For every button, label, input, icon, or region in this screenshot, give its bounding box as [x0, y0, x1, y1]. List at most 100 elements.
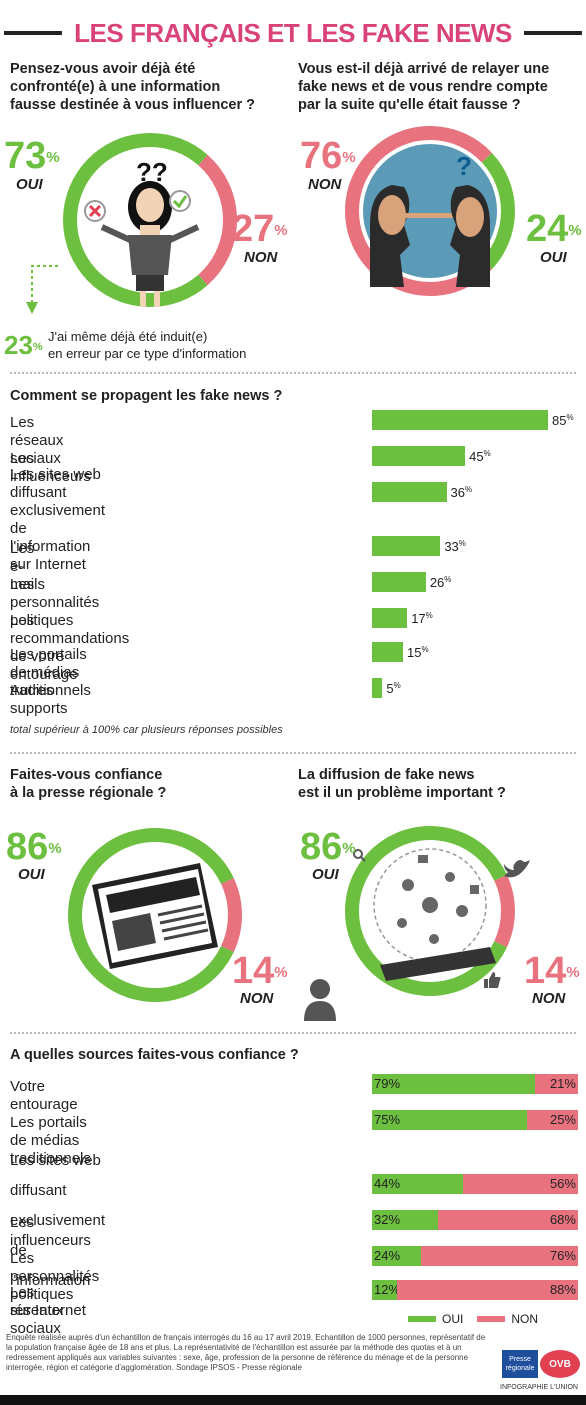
- bar-oui-segment: 24%: [372, 1246, 422, 1266]
- stacked-bar: 12% 88%: [372, 1280, 578, 1300]
- bar: [372, 410, 548, 430]
- q2-question-line: par la suite qu'elle était fausse ?: [298, 97, 521, 113]
- q2-question-line: fake news et de vous rendre compte: [298, 79, 548, 95]
- bar-oui-value: 44%: [374, 1176, 401, 1191]
- bar-value: 26%: [429, 575, 452, 590]
- svg-text:?: ?: [456, 151, 472, 181]
- q2-oui-label: OUI: [540, 249, 567, 266]
- q1-question: Pensez-vous avoir déjà été confronté(e) …: [10, 60, 290, 114]
- q1-non-pct: 27%: [232, 210, 288, 248]
- bar-non-segment: 21%: [534, 1074, 578, 1094]
- bar-oui-segment: 44%: [372, 1174, 463, 1194]
- q1-sub-value: 23: [4, 330, 33, 360]
- bar-oui-value: 24%: [374, 1248, 401, 1263]
- bar-value: 45%: [469, 449, 491, 464]
- stacked-bar: 75% 25%: [372, 1110, 578, 1130]
- trust-label-line: Les portails de médias traditionnels: [10, 1114, 91, 1167]
- bar-label-line: Les personnalités politiques: [10, 576, 100, 629]
- bar: [372, 536, 441, 556]
- bar-non-value: 88%: [549, 1282, 576, 1297]
- trust-label: Votre entourage: [10, 1078, 78, 1114]
- percent-sign: %: [566, 964, 580, 981]
- q2-question: Vous est-il déjà arrivé de relayer une f…: [298, 60, 586, 114]
- legend: OUI NON: [408, 1312, 538, 1326]
- trust-label: Les influenceurs: [10, 1214, 91, 1250]
- arrow-icon: [26, 265, 58, 314]
- donut-non-arc: [198, 154, 237, 286]
- q2-non-value: 76: [300, 135, 343, 177]
- percent-sign: %: [32, 341, 43, 353]
- q2-question-line: Vous est-il déjà arrivé de relayer une: [298, 61, 550, 77]
- q4-donut-ring: [345, 826, 515, 996]
- q2-donut-ring: [345, 126, 515, 296]
- newspaper-icon: [92, 863, 218, 969]
- q3-question: Faites-vous confiance à la presse région…: [10, 766, 166, 802]
- bar-value: 17%: [411, 611, 433, 626]
- q4-oui-value: 86: [300, 826, 343, 868]
- presse-regionale-logo: Presse régionale: [502, 1350, 538, 1378]
- q1-donut-ring: [63, 133, 237, 307]
- percent-sign: %: [342, 149, 356, 166]
- q3-oui-label: OUI: [18, 866, 45, 883]
- divider: [10, 372, 576, 374]
- percent-sign: %: [274, 964, 288, 981]
- q2-donut: ?: [345, 126, 515, 296]
- trust-label-line: Les réseaux sociaux: [10, 1284, 64, 1337]
- q1-sub-line: en erreur par ce type d'information: [48, 346, 247, 361]
- bar-label: Les personnalités politiques: [10, 576, 99, 630]
- bar-label: Autres supports: [10, 682, 68, 718]
- q1-oui-label: OUI: [16, 176, 43, 193]
- bar-label-line: Les recommandations de votre entourage: [10, 612, 130, 683]
- presse-regionale-logo-text: Presse régionale: [505, 1356, 535, 1372]
- bar-oui-segment: 32%: [372, 1210, 438, 1230]
- q4-oui-label: OUI: [312, 866, 339, 883]
- q1-question-line: Pensez-vous avoir déjà été: [10, 61, 196, 77]
- bar-oui-segment: 12%: [372, 1280, 400, 1300]
- q1-non-label: NON: [244, 249, 278, 266]
- bar-non-value: 21%: [549, 1076, 576, 1091]
- q2-non-pct: 76%: [300, 137, 356, 175]
- stacked-bar: 44% 56%: [372, 1174, 578, 1194]
- bar-label: Les portails de médias traditionnels: [10, 646, 91, 700]
- page-title-text: LES FRANÇAIS ET LES FAKE NEWS: [62, 18, 524, 48]
- bar-label-line: Les réseaux sociaux: [10, 414, 64, 467]
- q3-question-line: Faites-vous confiance: [10, 767, 163, 783]
- trust-label: Les réseaux sociaux: [10, 1284, 63, 1338]
- bar-oui-value: 79%: [374, 1076, 401, 1091]
- bar-label-line: Les e-mails: [10, 540, 46, 593]
- page-title: LES FRANÇAIS ET LES FAKE NEWS: [0, 18, 586, 49]
- twitter-bird-icon: [504, 860, 530, 878]
- q3-non-value: 14: [232, 950, 275, 992]
- bar-label-line: de l'information sur Internet: [10, 520, 91, 573]
- stacked-bar: 24% 76%: [372, 1246, 578, 1266]
- bar-label: Les sites web diffusant exclusivement de …: [10, 466, 105, 574]
- pinocchio-icon: [370, 185, 462, 287]
- bar-non-segment: 56%: [462, 1174, 578, 1194]
- q1-question-line: fausse destinée à vous influencer ?: [10, 97, 255, 113]
- trust-label: Les sites web diffusant exclusivement de …: [10, 1146, 105, 1326]
- percent-sign: %: [342, 840, 356, 857]
- stacked-bar: 32% 68%: [372, 1210, 578, 1230]
- q3-non-pct: 14%: [232, 952, 288, 990]
- q4-question: La diffusion de fake news est il un prob…: [298, 766, 506, 802]
- donut-oui-arc: [345, 826, 507, 996]
- bar-label-line: Les influenceurs: [10, 450, 91, 485]
- q2-oui-value: 24: [526, 208, 569, 250]
- trust-label-line: Les sites web diffusant exclusivement: [10, 1152, 106, 1229]
- q1-sub-pct: 23%: [4, 332, 43, 358]
- donut-non-arc: [220, 877, 242, 953]
- q2-oui-pct: 24%: [526, 210, 582, 248]
- trust-label: Les personnalités politiques: [10, 1250, 99, 1304]
- divider: [10, 1032, 576, 1034]
- donut-non-arc: [345, 126, 492, 296]
- ovb-logo-text: OVB: [549, 1358, 571, 1370]
- bar-non-segment: 68%: [437, 1210, 578, 1230]
- q1-sub-line: J'ai même déjà été induit(e): [48, 329, 208, 344]
- bar: [372, 446, 466, 466]
- woman-icon: ??: [100, 157, 200, 307]
- q4-question-line: La diffusion de fake news: [298, 767, 475, 783]
- search-icon: [353, 849, 366, 862]
- donut-non-arc: [494, 874, 515, 948]
- donut-oui-arc: [481, 152, 515, 270]
- svg-text:??: ??: [136, 157, 168, 187]
